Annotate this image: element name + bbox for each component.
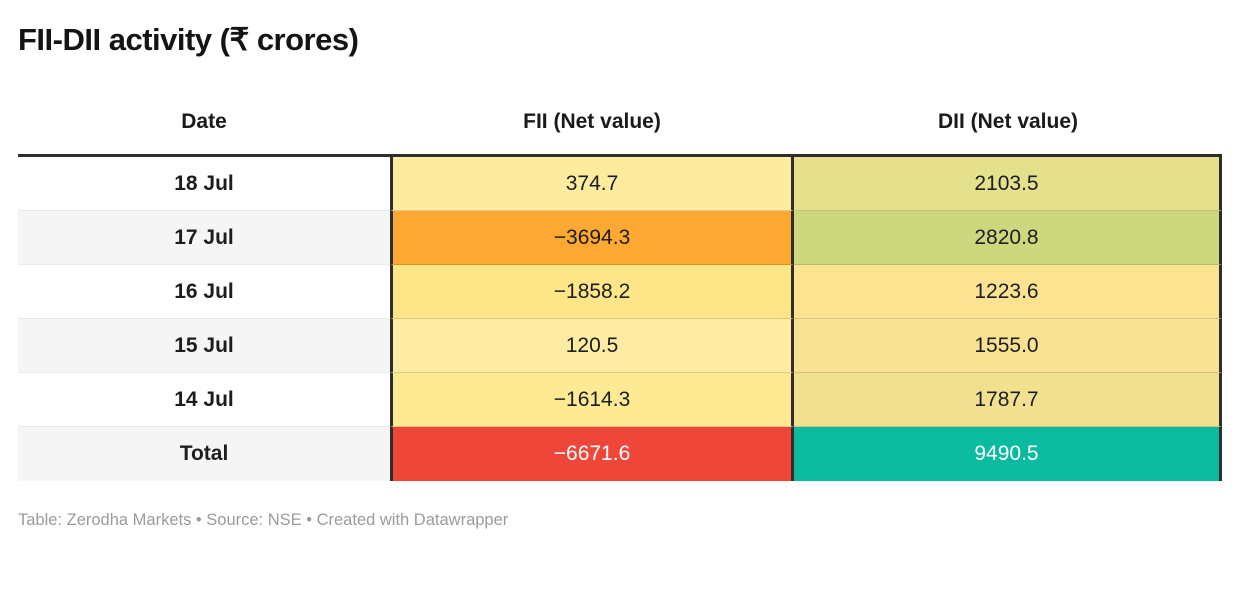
dii-value-cell: 1223.6 bbox=[794, 265, 1222, 319]
header-row: Date FII (Net value) DII (Net value) bbox=[18, 96, 1222, 157]
table-row: 16 Jul −1858.2 1223.6 bbox=[18, 265, 1222, 319]
date-cell: 16 Jul bbox=[18, 265, 390, 319]
dii-value-cell: 2820.8 bbox=[794, 211, 1222, 265]
date-cell: 15 Jul bbox=[18, 319, 390, 373]
dii-value-cell: 2103.5 bbox=[794, 157, 1222, 211]
date-cell: 14 Jul bbox=[18, 373, 390, 427]
table-row: 17 Jul −3694.3 2820.8 bbox=[18, 211, 1222, 265]
fii-value-cell: −1614.3 bbox=[390, 373, 794, 427]
total-row: Total −6671.6 9490.5 bbox=[18, 427, 1222, 481]
total-dii-cell: 9490.5 bbox=[794, 427, 1222, 481]
dii-value-cell: 1787.7 bbox=[794, 373, 1222, 427]
attribution-footer: Table: Zerodha Markets • Source: NSE • C… bbox=[18, 511, 509, 529]
dii-value-cell: 1555.0 bbox=[794, 319, 1222, 373]
fii-value-cell: 120.5 bbox=[390, 319, 794, 373]
column-header-dii: DII (Net value) bbox=[794, 96, 1222, 157]
column-header-fii: FII (Net value) bbox=[390, 96, 794, 157]
date-cell: 18 Jul bbox=[18, 157, 390, 211]
fii-value-cell: −1858.2 bbox=[390, 265, 794, 319]
table-row: 14 Jul −1614.3 1787.7 bbox=[18, 373, 1222, 427]
table-row: 18 Jul 374.7 2103.5 bbox=[18, 157, 1222, 211]
total-label-cell: Total bbox=[18, 427, 390, 481]
table-row: 15 Jul 120.5 1555.0 bbox=[18, 319, 1222, 373]
page: FII-DII activity (₹ crores) Date FII (Ne… bbox=[0, 22, 1240, 530]
total-fii-cell: −6671.6 bbox=[390, 427, 794, 481]
fii-value-cell: −3694.3 bbox=[390, 211, 794, 265]
date-cell: 17 Jul bbox=[18, 211, 390, 265]
fii-value-cell: 374.7 bbox=[390, 157, 794, 211]
table-body: 18 Jul 374.7 2103.5 17 Jul −3694.3 2820.… bbox=[18, 157, 1222, 481]
table-header: Date FII (Net value) DII (Net value) bbox=[18, 96, 1222, 157]
column-header-date: Date bbox=[18, 96, 390, 157]
fii-dii-table: Date FII (Net value) DII (Net value) 18 … bbox=[18, 96, 1222, 481]
page-title: FII-DII activity (₹ crores) bbox=[18, 22, 359, 57]
